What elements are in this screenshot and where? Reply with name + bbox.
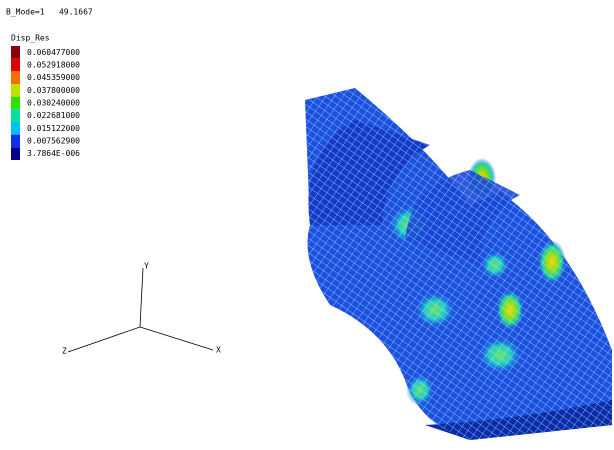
axis-x-label: X xyxy=(216,346,221,355)
legend-label: 0.015122000 xyxy=(27,124,80,133)
legend-swatch xyxy=(11,135,20,148)
legend-label: 0.007562900 xyxy=(27,137,80,146)
legend-label: 3.7864E-006 xyxy=(27,149,80,158)
legend-swatch xyxy=(11,109,20,122)
legend-label: 0.060477000 xyxy=(27,48,80,57)
legend-swatch xyxy=(11,97,20,110)
axis-triad xyxy=(68,268,213,352)
screen: B_Mode=1 49.1667 Disp_Res 0.0604770000.0… xyxy=(0,0,614,450)
legend-swatch xyxy=(11,46,20,59)
legend-label: 0.045359000 xyxy=(27,73,80,82)
axis-z-label: Z xyxy=(62,347,67,356)
model-view xyxy=(305,88,612,440)
legend-label: 0.030240000 xyxy=(27,99,80,108)
legend-label: 0.052918000 xyxy=(27,61,80,70)
legend-swatch xyxy=(11,71,20,84)
legend-swatch xyxy=(11,84,20,97)
legend-swatch xyxy=(11,59,20,72)
mode-label: B_Mode=1 49.1667 xyxy=(6,8,93,17)
legend-swatch xyxy=(11,147,20,160)
legend-swatch xyxy=(11,122,20,135)
legend-label: 0.022681000 xyxy=(27,111,80,120)
legend-title: Disp_Res xyxy=(11,34,50,43)
legend-label: 0.037800000 xyxy=(27,86,80,95)
legend: 0.060477000 0.052918000 0.045359000 0.03780… xyxy=(11,46,80,160)
axis-y-label: Y xyxy=(144,262,149,271)
